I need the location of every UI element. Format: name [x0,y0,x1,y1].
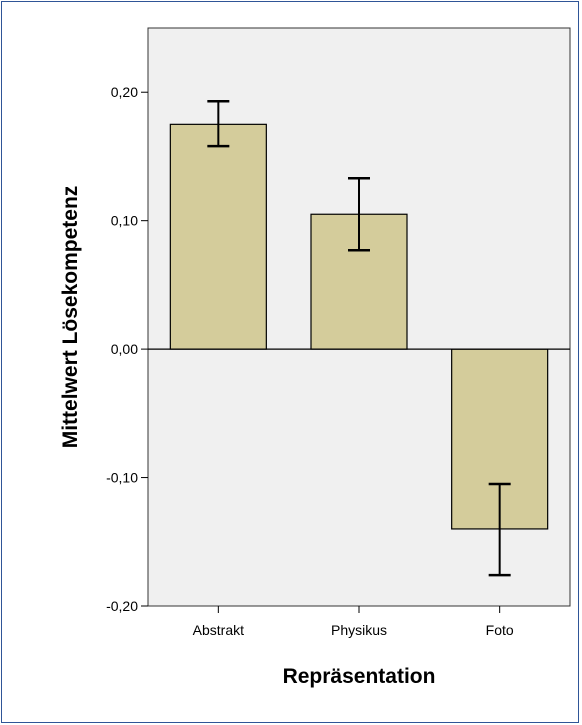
error-bar-foto [488,482,511,577]
x-axis: Abstrakt Physikus Foto [193,606,514,638]
y-axis-title: Mittelwert Lösekompetenz [59,186,82,449]
y-tick-label: 0,00 [111,341,138,357]
error-bar-abstrakt [207,99,230,148]
y-tick-label: 0,10 [111,213,138,229]
x-tick-label: Physikus [331,622,387,638]
x-tick-label: Foto [486,622,514,638]
error-bars-group [207,99,511,577]
error-bar-physikus [348,177,370,252]
x-tick-label: Abstrakt [193,622,244,638]
x-axis-title: Repräsentation [283,665,436,688]
bars-group [169,123,549,530]
y-tick-label: -0,20 [106,598,138,614]
y-tick-label: -0,10 [106,470,138,486]
bar-physikus [310,213,408,350]
y-tick-label: 0,20 [111,84,138,100]
y-axis: -0,20 -0,10 0,00 0,10 0,20 [106,84,148,614]
bar-abstrakt [169,123,267,350]
